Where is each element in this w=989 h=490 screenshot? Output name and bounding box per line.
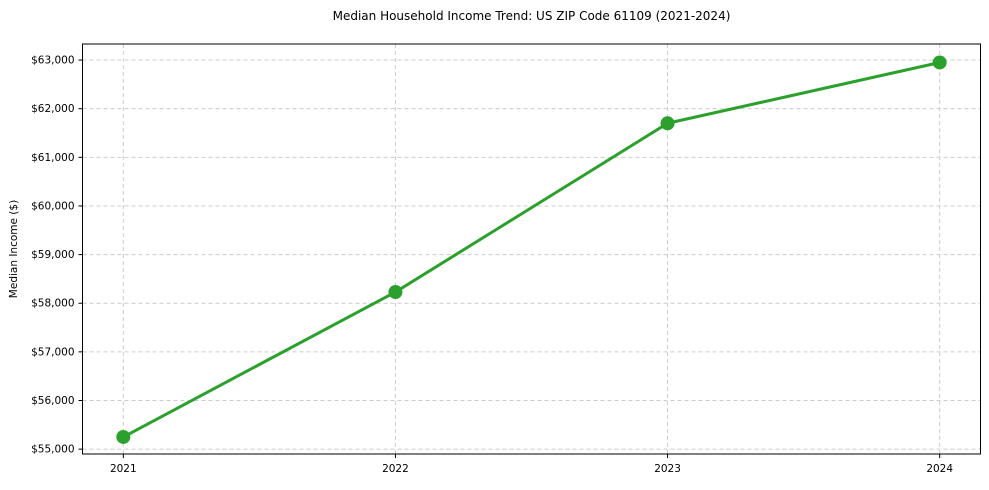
trend-line xyxy=(121,60,942,439)
data-point xyxy=(388,285,403,300)
plot-border xyxy=(82,43,981,455)
y-tick-label: $56,000 xyxy=(31,395,74,407)
x-tick-label: 2022 xyxy=(382,463,409,475)
y-tick-label: $59,000 xyxy=(31,249,74,261)
x-tick-label: 2023 xyxy=(654,463,681,475)
chart-title: Median Household Income Trend: US ZIP Co… xyxy=(332,9,731,23)
data-point xyxy=(932,55,947,70)
y-tick-label: $60,000 xyxy=(31,200,74,212)
x-tick-label: 2021 xyxy=(110,463,137,475)
data-point xyxy=(116,429,131,444)
data-point xyxy=(660,116,675,131)
y-tick-label: $58,000 xyxy=(31,298,74,310)
y-tick-label: $57,000 xyxy=(31,346,74,358)
y-tick-label: $62,000 xyxy=(31,103,74,115)
x-tick-label: 2024 xyxy=(926,463,953,475)
y-tick-label: $55,000 xyxy=(31,444,74,456)
y-tick-label: $61,000 xyxy=(31,152,74,164)
y-tick-label: $63,000 xyxy=(31,55,74,67)
